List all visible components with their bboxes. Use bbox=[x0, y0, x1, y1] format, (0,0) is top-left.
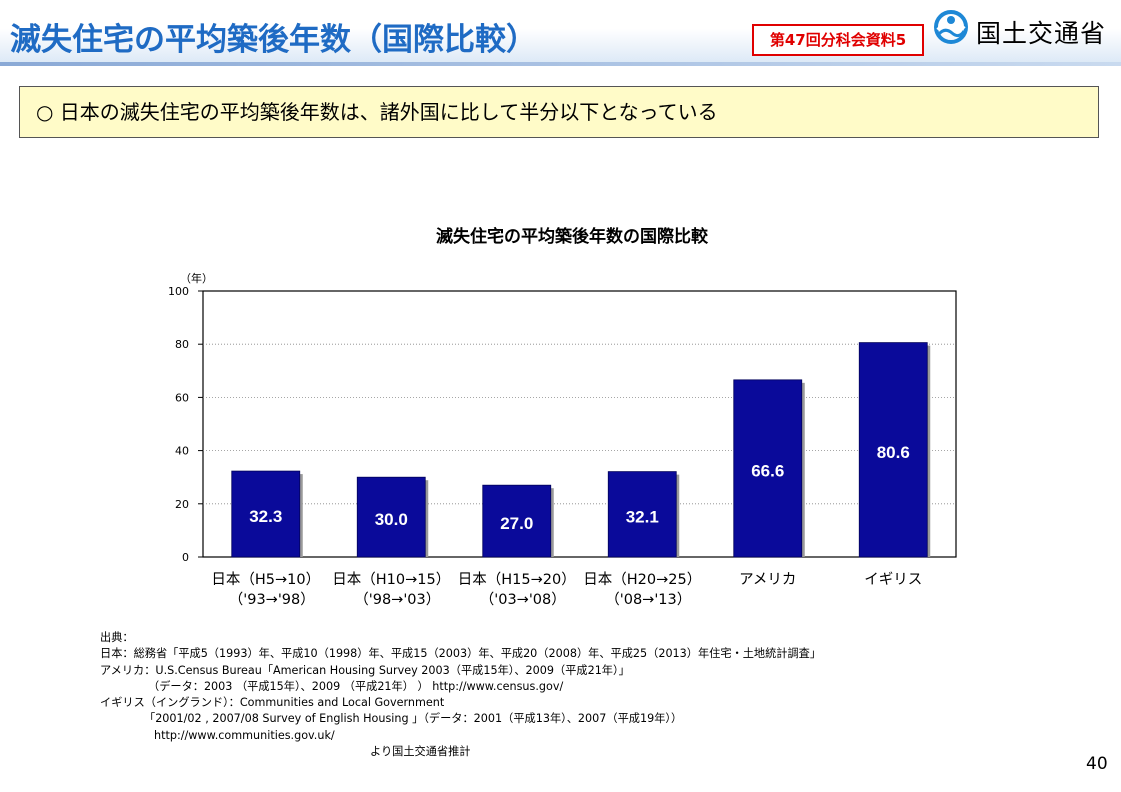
x-tick-label: イギリス bbox=[864, 571, 922, 588]
data-label: 32.3 bbox=[249, 507, 282, 526]
source-line: http://www.communities.gov.uk/ bbox=[154, 728, 335, 742]
ministry-name: 国土交通省 bbox=[976, 19, 1107, 48]
source-line: 日本：総務省「平成5（1993）年、平成10（1998）年、平成15（2003）… bbox=[100, 647, 822, 661]
x-tick-label: 日本（H10→15） bbox=[332, 571, 450, 588]
y-tick-label: 0 bbox=[182, 551, 189, 564]
mlit-wave-icon bbox=[934, 10, 968, 44]
y-tick-label: 40 bbox=[175, 445, 189, 458]
data-label: 32.1 bbox=[626, 507, 659, 526]
data-label: 80.6 bbox=[877, 443, 910, 462]
x-tick-label: アメリカ bbox=[739, 572, 796, 588]
sources-block: 出典： 日本：総務省「平成5（1993）年、平成10（1998）年、平成15（2… bbox=[100, 630, 821, 760]
source-line: 出典： bbox=[100, 631, 134, 644]
x-tick-label: 日本（H20→25） bbox=[583, 571, 701, 588]
y-tick-label: 20 bbox=[175, 498, 189, 511]
x-tick-label: 日本（H5→10） bbox=[211, 571, 320, 588]
y-tick-label: 80 bbox=[175, 338, 189, 351]
document-badge: 第47回分科会資料5 bbox=[752, 24, 924, 56]
y-tick-label: 100 bbox=[168, 285, 189, 298]
bar bbox=[858, 342, 928, 558]
data-label: 66.6 bbox=[751, 461, 784, 480]
y-axis-unit: （年） bbox=[180, 272, 213, 285]
x-tick-label-sub: （'08→'13） bbox=[605, 591, 691, 608]
x-tick-label-sub: （'98→'03） bbox=[354, 591, 440, 608]
page-number: 40 bbox=[1086, 754, 1108, 774]
plot-area bbox=[202, 290, 957, 558]
bar bbox=[733, 379, 803, 558]
source-line: 「2001/02 , 2007/08 Survey of English Hou… bbox=[144, 712, 683, 726]
x-tick-label-sub: （'93→'98） bbox=[229, 591, 315, 608]
source-line: イギリス（イングランド）：Communities and Local Gover… bbox=[100, 696, 445, 710]
x-tick-label: 日本（H15→20） bbox=[458, 571, 576, 588]
bar bbox=[482, 484, 552, 558]
source-line: より国土交通省推計 bbox=[370, 745, 471, 759]
header-band bbox=[0, 0, 1121, 64]
summary-box: ○ 日本の滅失住宅の平均築後年数は、諸外国に比して半分以下となっている bbox=[19, 86, 1099, 138]
chart-title: 滅失住宅の平均築後年数の国際比較 bbox=[436, 227, 708, 247]
data-label: 30.0 bbox=[375, 510, 408, 529]
page-title: 滅失住宅の平均築後年数（国際比較） bbox=[10, 22, 537, 58]
bar bbox=[356, 476, 426, 558]
ministry-logo: 国土交通省 bbox=[934, 8, 1114, 48]
x-tick-label-sub: （'03→'08） bbox=[480, 591, 566, 608]
source-line: アメリカ：U.S.Census Bureau「American Housing … bbox=[100, 663, 630, 677]
y-tick-label: 60 bbox=[175, 391, 189, 404]
source-line: （データ：2003 （平成15年）、2009 （平成21年） ） http://… bbox=[148, 679, 564, 693]
bar bbox=[607, 471, 677, 558]
bar bbox=[231, 470, 301, 558]
data-label: 27.0 bbox=[500, 514, 533, 533]
header-divider bbox=[0, 62, 1121, 66]
